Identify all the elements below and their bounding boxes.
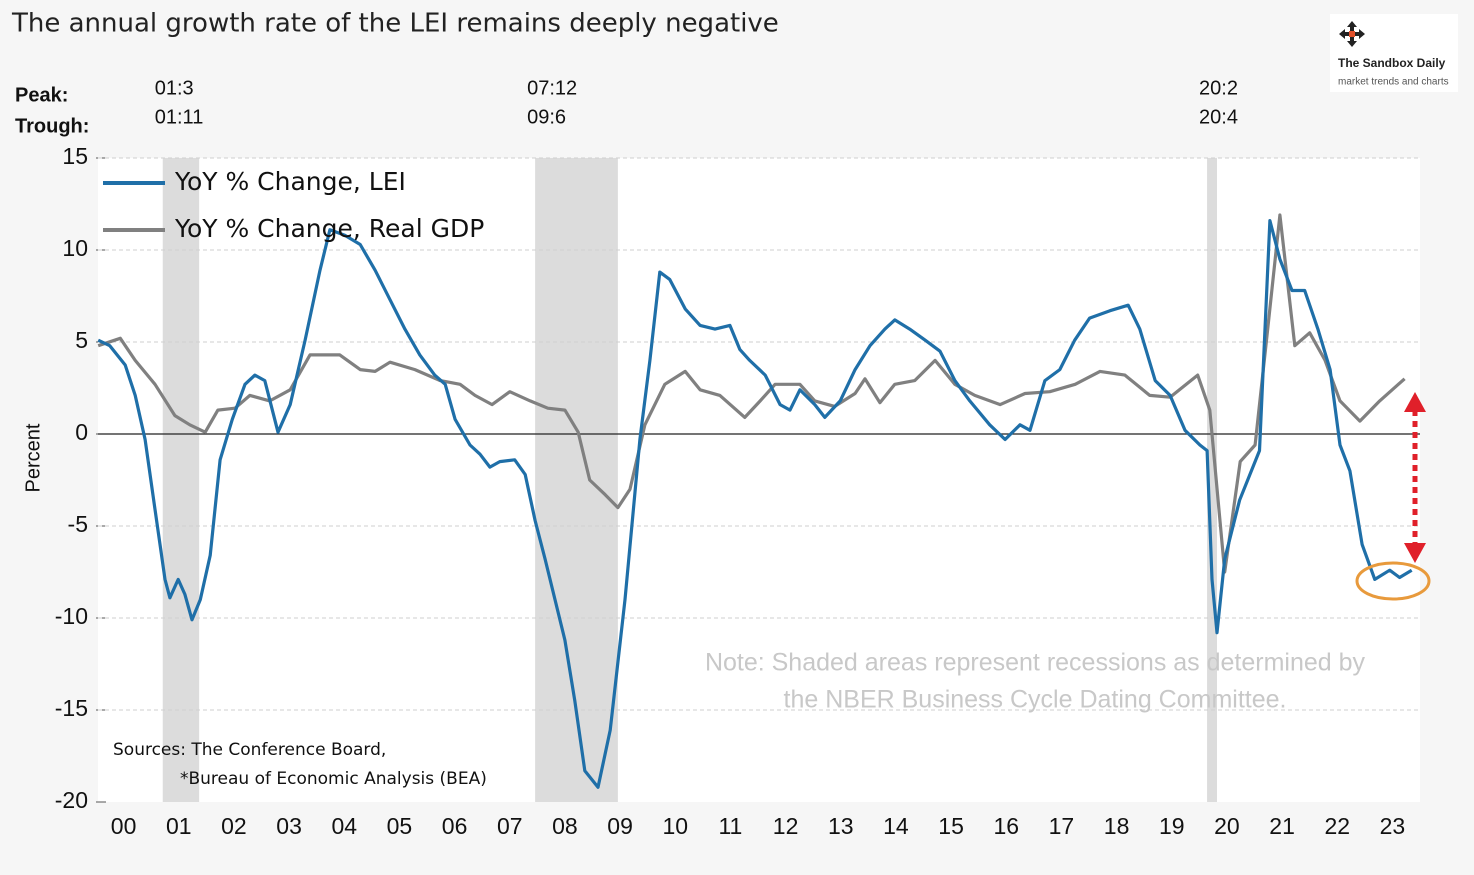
x-tick-label: 02 xyxy=(221,813,247,839)
y-tick-label: 10 xyxy=(62,235,88,261)
y-tick-label: 15 xyxy=(62,143,88,169)
recession-peak: 07:12 xyxy=(527,77,577,99)
recession-band xyxy=(162,158,200,802)
recession-trough: 01:11 xyxy=(155,106,204,128)
recession-peak: 01:3 xyxy=(155,77,194,99)
sources: *Bureau of Economic Analysis (BEA) xyxy=(180,769,487,789)
note: the NBER Business Cycle Dating Committee… xyxy=(784,686,1287,714)
y-tick-label: -5 xyxy=(68,511,88,537)
x-tick-label: 10 xyxy=(662,813,688,839)
x-tick-label: 08 xyxy=(552,813,578,839)
y-tick-label: -20 xyxy=(55,787,88,813)
x-tick-label: 06 xyxy=(442,813,468,839)
y-tick-label: -15 xyxy=(55,695,88,721)
recession-trough: 09:6 xyxy=(527,106,566,128)
x-tick-label: 23 xyxy=(1380,813,1406,839)
chart-title: The annual growth rate of the LEI remain… xyxy=(11,9,779,39)
y-tick-label: -10 xyxy=(55,603,88,629)
x-tick-label: 07 xyxy=(497,813,523,839)
x-tick-label: 03 xyxy=(276,813,302,839)
x-tick-label: 15 xyxy=(938,813,964,839)
note: Note: Shaded areas represent recessions … xyxy=(705,649,1366,677)
x-tick-label: 01 xyxy=(166,813,192,839)
logo-tagline: market trends and charts xyxy=(1338,77,1449,88)
recession-band xyxy=(535,158,618,802)
peak-label: Peak: xyxy=(15,84,68,106)
x-tick-label: 19 xyxy=(1159,813,1185,839)
x-tick-label: 20 xyxy=(1214,813,1240,839)
trough-label: Trough: xyxy=(15,115,89,137)
x-tick-label: 11 xyxy=(718,813,742,839)
plot-area xyxy=(98,158,1420,802)
recession-trough: 20:4 xyxy=(1199,106,1238,128)
logo-icon xyxy=(1339,21,1365,47)
x-tick-label: 00 xyxy=(111,813,137,839)
y-tick-label: 5 xyxy=(75,327,88,353)
x-tick-label: 14 xyxy=(883,813,909,839)
x-tick-label: 05 xyxy=(387,813,413,839)
x-tick-label: 22 xyxy=(1324,813,1350,839)
legend-label: YoY % Change, Real GDP xyxy=(174,214,484,243)
y-tick-label: 0 xyxy=(75,419,88,445)
recession-peak: 20:2 xyxy=(1199,77,1238,99)
x-tick-label: 04 xyxy=(331,813,357,839)
x-tick-label: 12 xyxy=(773,813,799,839)
highlight-ellipse xyxy=(1355,561,1431,601)
series-line xyxy=(97,219,1413,789)
x-tick-label: 17 xyxy=(1049,813,1075,839)
series-line xyxy=(97,213,1406,574)
logo: The Sandbox Daily market trends and char… xyxy=(1330,14,1458,92)
x-tick-label: 16 xyxy=(993,813,1019,839)
y-axis-label: Percent xyxy=(22,423,44,492)
legend-label: YoY % Change, LEI xyxy=(174,167,406,196)
x-tick-label: 13 xyxy=(828,813,854,839)
x-tick-label: 21 xyxy=(1269,813,1295,839)
logo-name: The Sandbox Daily xyxy=(1338,56,1446,70)
x-tick-label: 18 xyxy=(1104,813,1130,839)
arrow-head xyxy=(1404,392,1426,412)
arrow-head xyxy=(1404,543,1426,563)
x-tick-label: 09 xyxy=(607,813,633,839)
recession-band xyxy=(1207,158,1217,802)
sources: Sources: The Conference Board, xyxy=(113,740,386,760)
